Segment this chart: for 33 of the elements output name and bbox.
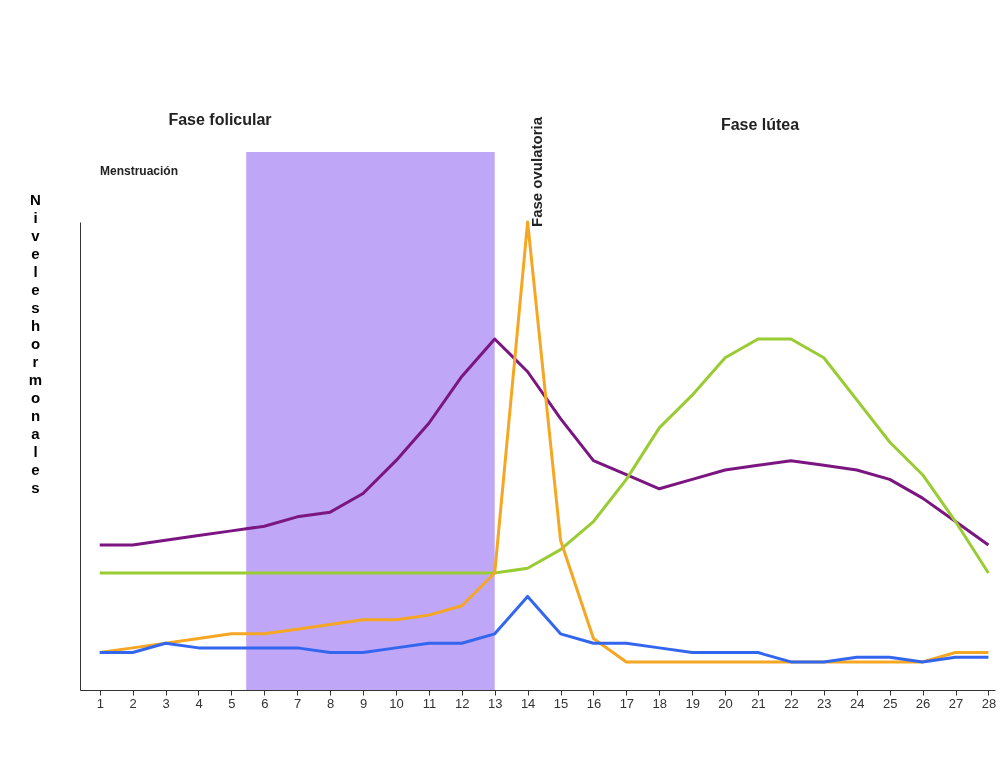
text: Menstruación	[100, 164, 179, 178]
x-tick-label: 12	[455, 695, 470, 711]
x-tick-label: 23	[817, 695, 832, 711]
x-tick-label: 9	[359, 695, 368, 711]
x-tick-label: 7	[294, 695, 302, 711]
x-tick-label: 19	[685, 695, 700, 711]
x-tick-label: 10	[389, 695, 404, 711]
x-tick-label: 5	[228, 695, 236, 711]
x-tick-label: 27	[948, 695, 964, 711]
x-tick-label: 15	[553, 695, 569, 711]
text: Niveles hormonales	[28, 190, 43, 496]
text: Fase lútea	[720, 116, 800, 133]
x-tick-label: 28	[981, 695, 997, 711]
x-tick-label: 20	[718, 695, 733, 711]
x-tick-label: 22	[784, 695, 799, 711]
x-tick-label: 2	[129, 695, 137, 711]
x-tick-label: 6	[261, 695, 269, 711]
text: Fase folicular	[168, 111, 272, 128]
x-tick-label: 11	[422, 695, 437, 711]
x-tick-label: 14	[520, 695, 536, 711]
x-tick-label: 25	[882, 695, 898, 711]
x-tick-label: 26	[915, 695, 931, 711]
x-tick-label: 18	[652, 695, 668, 711]
x-tick-label: 16	[586, 695, 602, 711]
x-tick-label: 1	[96, 695, 104, 711]
x-tick-label: 3	[162, 695, 170, 711]
x-tick-label: 4	[195, 695, 203, 711]
x-tick-label: 13	[487, 695, 503, 711]
x-tick-label: 17	[619, 695, 635, 711]
x-tick-label: 21	[751, 695, 766, 711]
x-tick-label: 24	[850, 695, 865, 711]
x-tick-label: 8	[327, 695, 335, 711]
annotation: Fase ovulatoria	[528, 116, 545, 227]
